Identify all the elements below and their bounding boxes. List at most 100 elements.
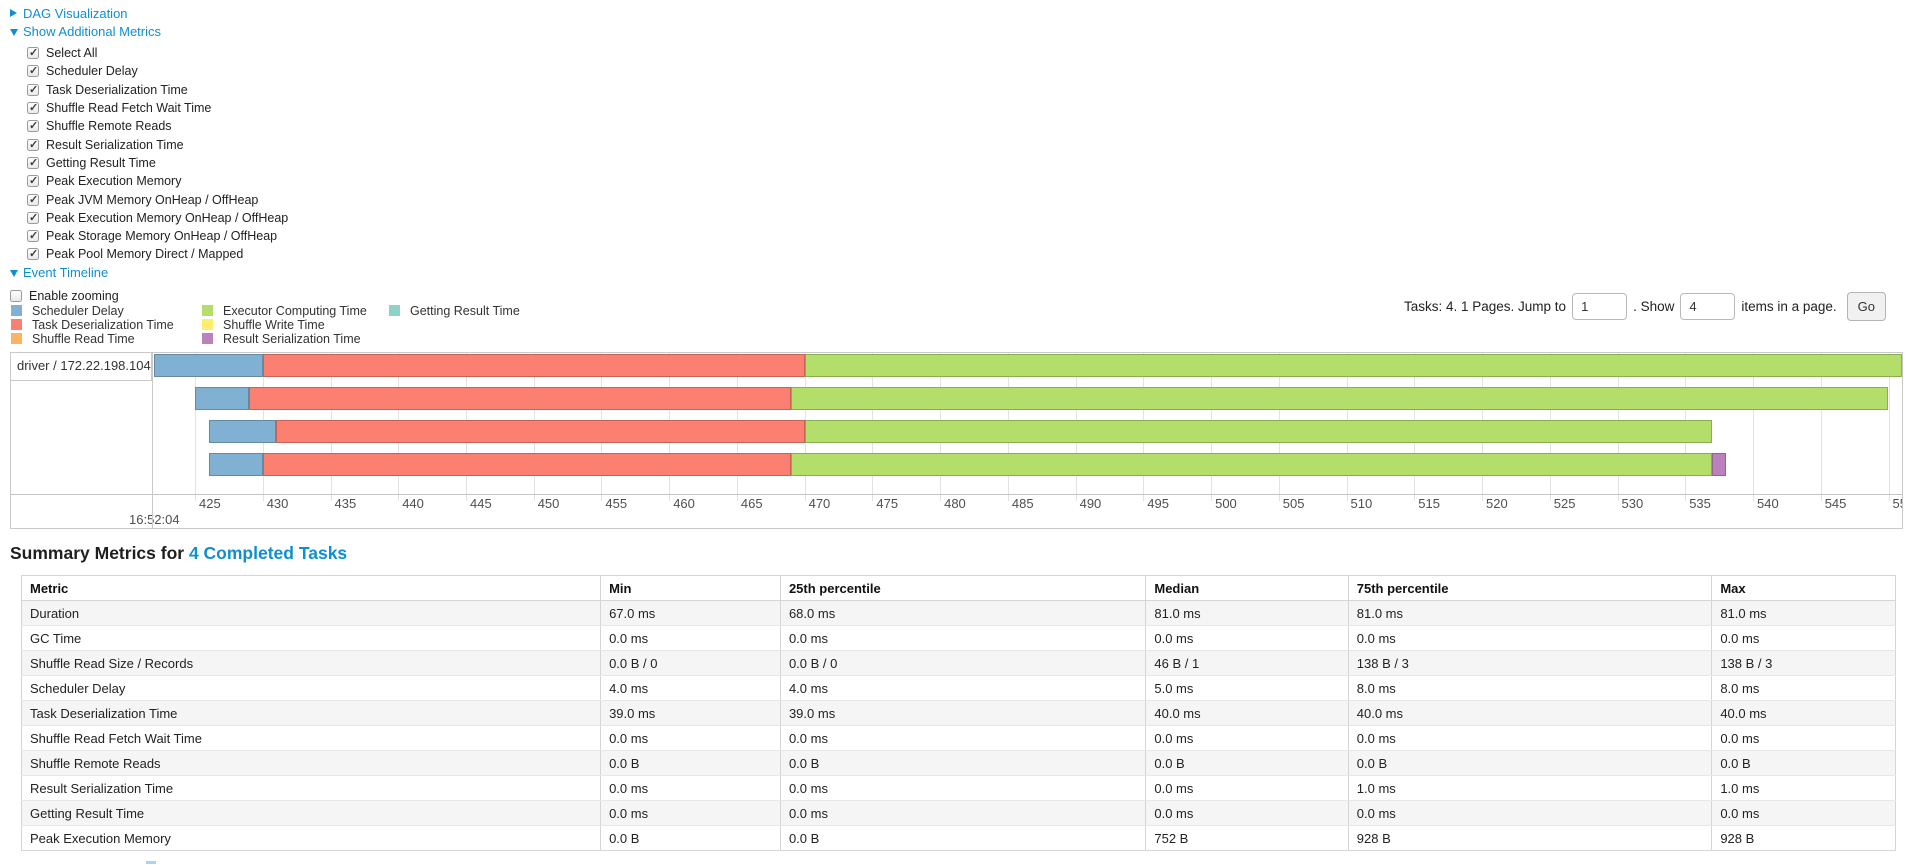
axis-tick-label: 465 (740, 496, 763, 511)
metric-checkbox-result-serialization-time[interactable] (27, 138, 39, 151)
metric-checkbox-label: Task Deserialization Time (46, 82, 188, 97)
legend-item-task-deserialization-time: Task Deserialization Time (11, 318, 174, 332)
timeline-axis-line (11, 494, 1902, 495)
table-cell: 81.0 ms (1347, 600, 1713, 626)
metric-checkbox-peak-storage-memory-onheap-offheap[interactable] (27, 229, 39, 243)
timeline-segment-scheduler-delay[interactable] (208, 420, 277, 443)
summary-metrics-table: Metric Min 25th percentile Median 75th perce… (20, 575, 1896, 851)
column-header-25th-percentile: 25th percentile (779, 575, 1147, 601)
table-row-shuffle-read-size-records: Shuffle Read Size / Records 0.0 B / 0 0.0 … (20, 650, 1896, 676)
table-cell: 0.0 ms (1145, 775, 1349, 801)
axis-tick-label: 520 (1486, 496, 1508, 511)
clipped-element-below-fold (146, 861, 156, 864)
timeline-segment-executor-computing[interactable] (791, 453, 1713, 476)
column-header-75th-percentile: 75th percentile (1347, 575, 1713, 601)
table-cell: 0.0 ms (600, 800, 781, 826)
metric-checkbox-scheduler-delay[interactable] (27, 64, 39, 78)
metric-checkbox-shuffle-remote-reads[interactable] (27, 119, 39, 133)
table-cell: 0.0 B / 0 (779, 650, 1147, 676)
metric-checkbox-peak-execution-memory-onheap-offheap[interactable] (27, 211, 39, 224)
legend-swatch-icon (202, 332, 213, 344)
timeline-segment-result-serialization[interactable] (1712, 453, 1726, 476)
axis-tick-label: 515 (1418, 496, 1440, 511)
event-timeline-toggle[interactable]: Event Timeline (10, 264, 288, 282)
stage-controls: DAG Visualization Show Additional Metric… (10, 4, 288, 305)
enable-zooming-row: Enable zooming (10, 287, 288, 305)
page-size-input[interactable] (1680, 293, 1736, 320)
table-row-scheduler-delay: Scheduler Delay 4.0 ms 4.0 ms 5.0 ms 8.0 ms 8… (20, 675, 1896, 701)
legend-item-getting-result-time: Getting Result Time (389, 304, 520, 318)
timeline-segment-task-deserialization[interactable] (276, 420, 805, 443)
completed-tasks-link[interactable]: 4 Completed Tasks (188, 543, 348, 563)
jump-to-page-input[interactable] (1572, 293, 1628, 320)
timeline-segment-task-deserialization[interactable] (249, 387, 792, 410)
table-cell: 928 B (1711, 825, 1896, 851)
table-cell: 0.0 B / 0 (600, 650, 781, 676)
metric-checkbox-shuffle-read-fetch-wait-time[interactable] (27, 101, 39, 115)
metric-checkbox-row: Select All (10, 44, 288, 62)
metric-checkbox-row: Task Deserialization Time (10, 81, 288, 99)
metric-checkbox-getting-result-time[interactable] (27, 156, 39, 169)
metric-checkbox-row: Shuffle Remote Reads (10, 117, 288, 135)
timeline-segment-scheduler-delay[interactable] (154, 354, 263, 377)
table-row-duration: Duration 67.0 ms 68.0 ms 81.0 ms 81.0 ms 81.0… (20, 600, 1896, 626)
timeline-label-column-divider (152, 353, 153, 528)
legend-swatch-icon (11, 305, 22, 317)
axis-tick-label: 485 (1011, 496, 1034, 511)
legend-label: Shuffle Read Time (32, 331, 135, 346)
table-cell: Shuffle Remote Reads (20, 750, 602, 776)
table-cell: 0.0 ms (1347, 800, 1713, 826)
go-button[interactable]: Go (1846, 292, 1886, 321)
timeline-segment-scheduler-delay[interactable] (194, 387, 250, 410)
show-additional-metrics-toggle[interactable]: Show Additional Metrics (10, 22, 288, 40)
metric-checkbox-task-deserialization-time[interactable] (27, 83, 39, 96)
axis-tick-label: 535 (1689, 496, 1711, 511)
timeline-segment-scheduler-delay[interactable] (208, 453, 263, 476)
axis-tick-label: 490 (1079, 496, 1102, 511)
table-cell: 67.0 ms (600, 600, 781, 626)
axis-tick-label: 480 (944, 496, 966, 511)
metric-checkbox-peak-execution-memory[interactable] (27, 174, 39, 188)
timeline-segment-executor-computing[interactable] (804, 420, 1713, 443)
legend-label: Getting Result Time (410, 303, 520, 318)
axis-tick-label: 435 (334, 496, 357, 511)
collapsed-arrow-icon (10, 9, 17, 17)
table-cell: 0.0 ms (1711, 625, 1896, 651)
legend-column: Getting Result Time (389, 304, 520, 318)
table-cell: 0.0 B (600, 825, 781, 851)
table-cell: 40.0 ms (1347, 700, 1713, 726)
metric-checkbox-select-all[interactable] (27, 46, 39, 60)
column-header-metric: Metric (20, 575, 602, 601)
axis-tick-label: 530 (1621, 496, 1644, 511)
table-cell: 39.0 ms (600, 700, 781, 726)
metric-checkbox-row: Peak JVM Memory OnHeap / OffHeap (10, 190, 288, 208)
metric-checkbox-peak-pool-memory-direct-mapped[interactable] (27, 247, 39, 261)
pagination-summary-text: Tasks: 4. 1 Pages. Jump to (1403, 299, 1567, 314)
timeline-segment-task-deserialization[interactable] (262, 354, 805, 377)
axis-tick-label: 510 (1350, 496, 1373, 511)
axis-tick-label: 495 (1147, 496, 1169, 511)
table-row-result-serialization-time: Result Serialization Time 0.0 ms 0.0 ms 0.0… (20, 775, 1896, 801)
enable-zooming-checkbox[interactable] (10, 289, 22, 302)
timeline-segment-executor-computing[interactable] (791, 387, 1889, 410)
expanded-arrow-icon (10, 270, 18, 278)
table-cell: 0.0 ms (779, 800, 1147, 826)
table-cell: 81.0 ms (1711, 600, 1896, 626)
table-cell: 0.0 ms (1145, 725, 1349, 751)
table-cell: Shuffle Read Size / Records (20, 650, 602, 676)
timeline-segment-task-deserialization[interactable] (262, 453, 792, 476)
metric-checkbox-row: Peak Execution Memory (10, 172, 288, 190)
dag-visualization-toggle[interactable]: DAG Visualization (10, 4, 288, 22)
expanded-arrow-icon (10, 28, 18, 36)
table-cell: 5.0 ms (1145, 675, 1349, 701)
axis-tick-label: 545 (1824, 496, 1847, 511)
legend-column: Executor Computing Time Shuffle Write Tim… (202, 304, 367, 346)
axis-tick-label: 470 (808, 496, 831, 511)
legend-label: Task Deserialization Time (32, 317, 174, 332)
metric-checkbox-peak-jvm-memory-onheap-offheap[interactable] (27, 193, 39, 206)
axis-tick-label: 500 (1215, 496, 1237, 511)
metric-checkbox-row: Shuffle Read Fetch Wait Time (10, 99, 288, 117)
timeline-segment-executor-computing[interactable] (804, 354, 1902, 377)
table-cell: 0.0 B (1711, 750, 1896, 776)
